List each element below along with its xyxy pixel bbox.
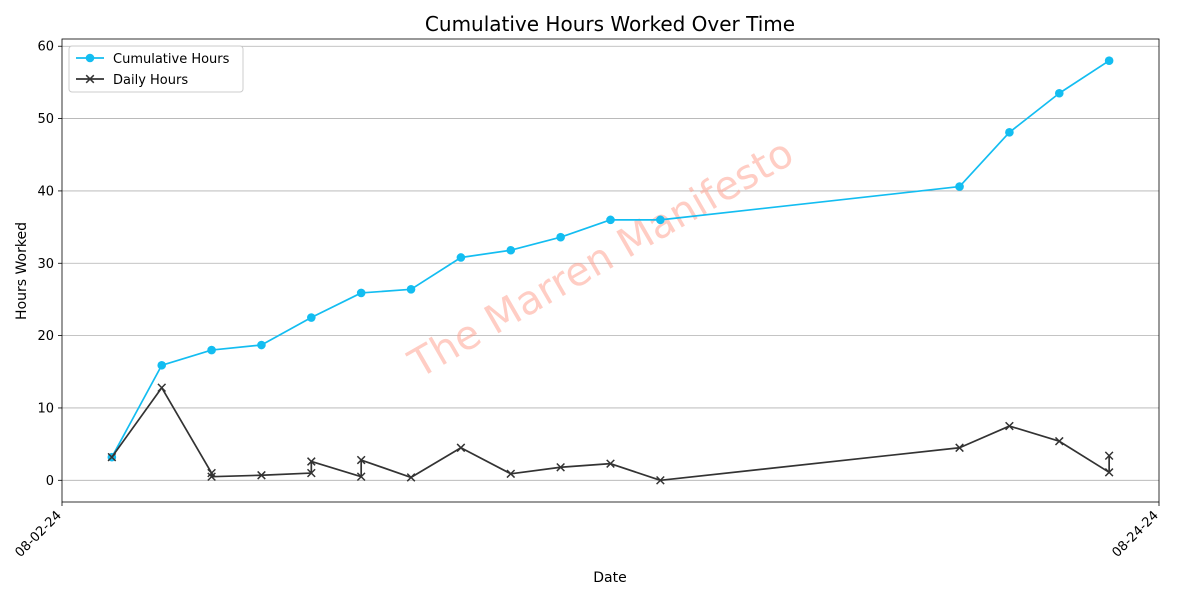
gridlines <box>62 45 1159 481</box>
legend-marker-daily <box>85 74 95 84</box>
data-point-cumulative-hours <box>556 232 565 242</box>
data-point-daily-hours <box>556 462 565 472</box>
series-layer <box>107 56 1114 485</box>
y-tick-label: 20 <box>37 329 54 344</box>
data-point-daily-hours <box>1054 436 1064 446</box>
chart-title: Cumulative Hours Worked Over Time <box>425 12 795 36</box>
y-axis-label: Hours Worked <box>14 222 30 320</box>
legend-box <box>68 45 244 93</box>
y-tick-label: 40 <box>37 184 54 199</box>
data-point-daily-hours <box>306 468 316 478</box>
data-point-daily-hours <box>356 472 366 482</box>
legend-label-cumulative: Cumulative Hours <box>113 52 230 67</box>
data-point-daily-hours <box>506 469 516 479</box>
data-point-daily-hours <box>306 457 316 466</box>
x-axis-label: Date <box>593 570 626 586</box>
data-point-cumulative-hours <box>606 215 615 225</box>
data-point-daily-hours <box>955 443 964 453</box>
data-point-cumulative-hours <box>656 215 665 225</box>
data-point-daily-hours <box>1005 421 1014 431</box>
data-point-cumulative-hours <box>307 313 316 322</box>
legend-label-daily: Daily Hours <box>113 73 188 88</box>
legend-marker-cumulative <box>85 53 95 63</box>
data-point-daily-hours <box>1104 451 1114 461</box>
data-point-daily-hours <box>107 452 117 462</box>
data-point-daily-hours <box>257 470 266 480</box>
data-point-cumulative-hours <box>506 245 516 255</box>
data-point-cumulative-hours <box>456 253 466 262</box>
data-point-daily-hours <box>1104 468 1114 477</box>
data-point-cumulative-hours <box>406 285 416 294</box>
y-tick-label: 10 <box>37 401 54 416</box>
data-point-daily-hours <box>406 473 416 482</box>
y-tick-label: 30 <box>37 257 54 272</box>
data-point-daily-hours <box>356 455 366 465</box>
data-point-daily-hours <box>157 383 167 393</box>
data-point-cumulative-hours <box>157 360 167 370</box>
data-point-cumulative-hours <box>1005 128 1014 137</box>
data-point-daily-hours <box>456 443 466 453</box>
data-point-cumulative-hours <box>257 340 266 350</box>
y-tick-label: 60 <box>37 40 54 55</box>
data-point-cumulative-hours <box>955 182 964 191</box>
data-point-daily-hours <box>207 472 216 482</box>
data-point-cumulative-hours <box>207 345 216 355</box>
data-point-cumulative-hours <box>1104 56 1114 66</box>
plot-frame <box>61 38 1160 503</box>
data-point-daily-hours <box>606 459 615 468</box>
y-tick-label: 50 <box>37 112 54 127</box>
data-point-cumulative-hours <box>356 288 366 298</box>
y-tick-label: 0 <box>46 474 54 489</box>
data-point-daily-hours <box>656 475 665 485</box>
series-line-cumulative-hours <box>111 59 1110 458</box>
data-point-cumulative-hours <box>1054 88 1064 98</box>
series-line-daily-hours <box>111 386 1110 482</box>
legend: Cumulative Hours Daily Hours <box>68 45 244 93</box>
data-point-daily-hours <box>207 468 216 478</box>
